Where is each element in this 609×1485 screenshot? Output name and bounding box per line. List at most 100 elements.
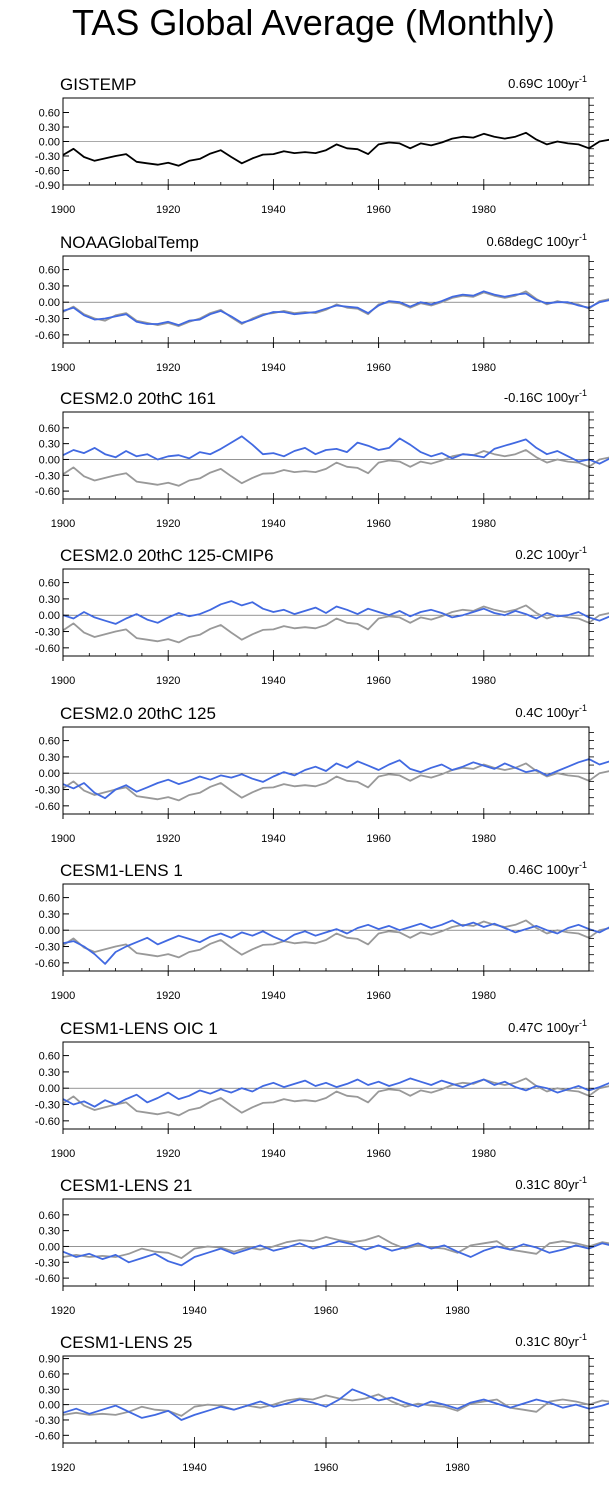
x-tick-label: 1940	[261, 833, 285, 845]
y-tick-label: 0.00	[39, 768, 60, 780]
trend-value: 0.46C 100yr	[508, 862, 579, 877]
series-observed	[62, 762, 609, 802]
trend-exponent: -1	[579, 1018, 587, 1028]
x-tick-label: 1960	[366, 1148, 390, 1160]
series-model	[62, 600, 609, 625]
trend-exponent: -1	[579, 545, 587, 555]
panel-title: CESM2.0 20thC 125-CMIP6	[60, 546, 274, 565]
panel-4: CESM2.0 20thC 125-CMIP6 0.2C 100yr-1 0.60 0…	[35, 545, 609, 687]
panel-title: CESM1-LENS 21	[60, 1176, 192, 1195]
trend-value: 0.4C 100yr	[515, 705, 579, 720]
y-tick-label: 0.00	[39, 610, 60, 622]
x-tick-label: 1940	[261, 204, 285, 216]
series-observed	[62, 1235, 609, 1259]
trend-exponent: -1	[579, 232, 587, 242]
y-tick-label: 0.60	[39, 265, 60, 277]
x-tick-label: 1940	[182, 1305, 206, 1317]
panel-1: GISTEMP 0.69C 100yr-1 0.60 0.30 0.00 -0.30 -0.…	[35, 74, 609, 216]
x-tick-label: 1940	[261, 518, 285, 530]
x-tick-label: 1960	[366, 518, 390, 530]
x-tick-label: 1960	[366, 362, 390, 374]
y-tick-label: -0.60	[35, 1116, 60, 1128]
y-tick-label: -0.60	[35, 486, 60, 498]
x-tick-label: 1920	[156, 675, 180, 687]
x-tick-label: 1980	[472, 990, 496, 1002]
y-tick-label: 0.90	[39, 1354, 60, 1366]
x-tick-label: 1900	[51, 204, 75, 216]
panel-title: GISTEMP	[60, 75, 137, 94]
y-tick-label: 0.60	[39, 423, 60, 435]
trend-label: 0.31C 80yr-1	[515, 1332, 587, 1349]
y-tick-label: 0.60	[39, 1210, 60, 1222]
y-tick-label: -0.30	[35, 1415, 60, 1427]
y-tick-label: -0.30	[35, 470, 60, 482]
panel-3: CESM2.0 20thC 161 -0.16C 100yr-1 0.60 0.30 0…	[35, 388, 609, 530]
panel-2: NOAAGlobalTemp 0.68degC 100yr-1 0.60 0.30 0.…	[35, 232, 609, 374]
series-model	[62, 758, 609, 800]
y-tick-label: 0.60	[39, 1051, 60, 1063]
trend-value: 0.47C 100yr	[508, 1020, 579, 1035]
x-tick-label: 1900	[51, 1148, 75, 1160]
trend-label: 0.68degC 100yr-1	[486, 232, 587, 249]
trend-label: -0.16C 100yr-1	[504, 388, 587, 405]
x-tick-label: 1940	[261, 1148, 285, 1160]
y-tick-label: 0.30	[39, 1067, 60, 1079]
x-tick-label: 1980	[472, 362, 496, 374]
panel-5: CESM2.0 20thC 125 0.4C 100yr-1 0.60 0.30 0.0…	[35, 703, 609, 845]
x-tick-label: 1960	[314, 1462, 338, 1474]
plot-frame	[62, 1355, 590, 1444]
x-tick-label: 1940	[182, 1462, 206, 1474]
trend-value: -0.16C 100yr	[504, 390, 580, 405]
x-tick-label: 1920	[156, 833, 180, 845]
panel-9: CESM1-LENS 25 0.31C 80yr-1 0.90 0.60 0.30 0.0…	[35, 1332, 609, 1474]
panel-8: CESM1-LENS 21 0.31C 80yr-1 0.60 0.30 0.00 -0.…	[35, 1175, 609, 1317]
y-tick-label: 0.60	[39, 1369, 60, 1381]
series-model	[62, 1388, 609, 1421]
y-tick-label: 0.60	[39, 893, 60, 905]
y-tick-label: -0.30	[35, 942, 60, 954]
x-tick-label: 1920	[156, 362, 180, 374]
x-tick-label: 1940	[261, 990, 285, 1002]
y-tick-label: -0.60	[35, 1273, 60, 1285]
series-observed	[62, 131, 609, 167]
y-tick-label: 0.60	[39, 736, 60, 748]
y-tick-label: 0.00	[39, 454, 60, 466]
panel-title: CESM2.0 20thC 161	[60, 389, 216, 408]
y-tick-label: 0.60	[39, 108, 60, 120]
y-tick-label: 0.30	[39, 439, 60, 451]
trend-label: 0.2C 100yr-1	[515, 545, 587, 562]
y-tick-label: 0.30	[39, 1384, 60, 1396]
trend-exponent: -1	[579, 860, 587, 870]
y-tick-label: -0.30	[35, 314, 60, 326]
plot-frame	[62, 1041, 590, 1130]
x-tick-label: 1960	[314, 1305, 338, 1317]
x-tick-label: 1980	[472, 518, 496, 530]
series-model	[62, 290, 609, 327]
y-tick-label: -0.60	[35, 1430, 60, 1442]
trend-exponent: -1	[579, 74, 587, 84]
trend-value: 0.31C 80yr	[515, 1177, 579, 1192]
series-model	[62, 1077, 609, 1108]
y-tick-label: -0.60	[35, 958, 60, 970]
x-tick-label: 1940	[261, 675, 285, 687]
series-observed	[62, 919, 609, 959]
trend-value: 0.69C 100yr	[508, 76, 579, 91]
series-observed	[62, 1393, 609, 1417]
panel-7: CESM1-LENS OIC 1 0.47C 100yr-1 0.60 0.30 0.0…	[35, 1018, 609, 1160]
trend-label: 0.31C 80yr-1	[515, 1175, 587, 1192]
trend-label: 0.46C 100yr-1	[508, 860, 587, 877]
trend-exponent: -1	[579, 703, 587, 713]
y-tick-label: 0.30	[39, 1226, 60, 1238]
x-tick-label: 1900	[51, 362, 75, 374]
series-observed	[62, 604, 609, 644]
trend-value: 0.31C 80yr	[515, 1334, 579, 1349]
y-tick-label: 0.30	[39, 281, 60, 293]
x-tick-label: 1920	[156, 204, 180, 216]
y-tick-label: -0.30	[35, 1257, 60, 1269]
y-tick-label: 0.00	[39, 1083, 60, 1095]
page-title: TAS Global Average (Monthly)	[72, 2, 555, 43]
y-tick-label: -0.30	[35, 627, 60, 639]
x-tick-label: 1920	[156, 518, 180, 530]
series-observed	[62, 449, 609, 487]
